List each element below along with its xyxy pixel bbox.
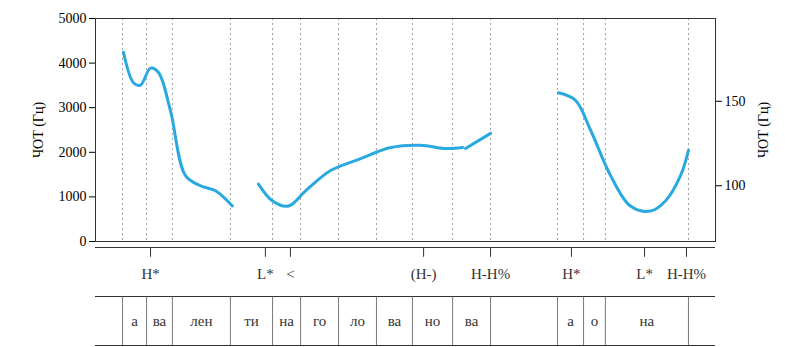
svg-text:ва: ва <box>153 313 167 329</box>
svg-text:ЧОТ (Гц): ЧОТ (Гц) <box>756 102 772 159</box>
svg-text:150: 150 <box>725 94 746 109</box>
svg-text:L*: L* <box>257 266 274 282</box>
svg-text:ЧОТ (Гц): ЧОТ (Гц) <box>31 102 47 159</box>
svg-text:100: 100 <box>725 178 746 193</box>
svg-text:ти: ти <box>244 313 259 329</box>
svg-text:на: на <box>640 313 655 329</box>
svg-text:ва: ва <box>388 313 402 329</box>
svg-text:4000: 4000 <box>59 56 87 71</box>
svg-text:0: 0 <box>80 234 87 249</box>
svg-text:H-H%: H-H% <box>471 266 510 282</box>
svg-text:L*: L* <box>636 266 653 282</box>
svg-text:о: о <box>591 313 599 329</box>
svg-text:ва: ва <box>465 313 479 329</box>
svg-text:но: но <box>425 313 441 329</box>
svg-text:а: а <box>131 313 138 329</box>
svg-text:го: го <box>313 313 326 329</box>
svg-text:3000: 3000 <box>59 100 87 115</box>
svg-text:H*: H* <box>141 266 159 282</box>
svg-text:(H-): (H-) <box>411 266 437 283</box>
svg-text:H*: H* <box>562 266 580 282</box>
svg-text:H-H%: H-H% <box>667 266 706 282</box>
svg-text:1000: 1000 <box>59 189 87 204</box>
svg-text:лен: лен <box>190 313 212 329</box>
svg-text:5000: 5000 <box>59 11 87 26</box>
svg-text:<: < <box>286 266 294 282</box>
svg-text:на: на <box>279 313 294 329</box>
svg-text:2000: 2000 <box>59 145 87 160</box>
svg-text:ло: ло <box>350 313 365 329</box>
svg-text:а: а <box>567 313 574 329</box>
